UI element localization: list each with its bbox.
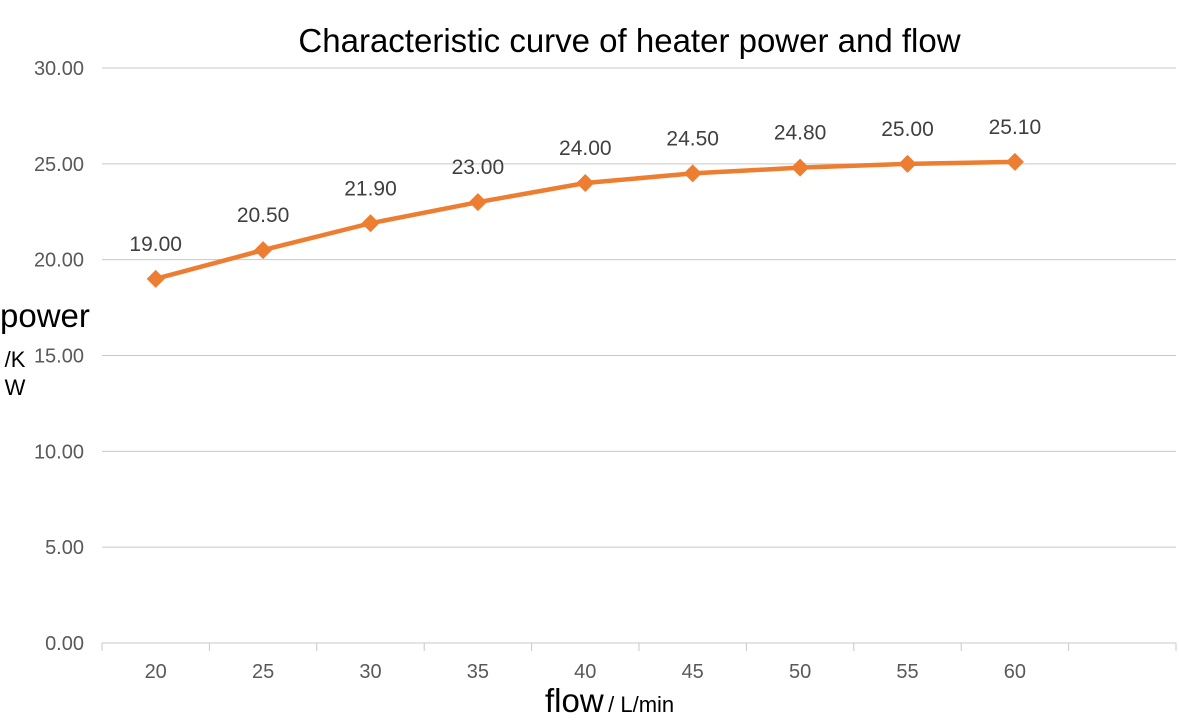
y-axis-label: power	[0, 297, 90, 334]
x-tick-label: 50	[789, 661, 811, 683]
data-label: 19.00	[129, 233, 182, 256]
x-tick-label: 45	[682, 661, 704, 683]
data-label: 24.80	[774, 122, 827, 145]
data-point	[361, 214, 380, 233]
data-point	[1005, 152, 1024, 171]
x-tick-label: 55	[896, 661, 918, 683]
data-point	[791, 158, 810, 177]
x-axis-label: flow	[545, 682, 604, 719]
data-label: 24.00	[559, 137, 612, 160]
x-axis-unit: / L/min	[608, 692, 675, 717]
x-tick-label: 35	[467, 661, 489, 683]
y-tick-label: 25.00	[34, 154, 84, 176]
gridlines	[101, 67, 1177, 651]
y-tick-label: 15.00	[34, 346, 84, 368]
x-tick-label: 30	[359, 661, 381, 683]
data-label: 25.00	[881, 118, 934, 141]
x-tick-label: 20	[145, 661, 167, 683]
y-tick-label: 0.00	[45, 633, 84, 655]
data-label: 23.00	[452, 156, 505, 179]
y-tick-labels: 0.00 5.00 10.00 15.00 20.00 25.00 30.00	[34, 58, 84, 655]
x-tick-label: 40	[574, 661, 596, 683]
x-tick-label: 60	[1004, 661, 1026, 683]
data-point	[254, 241, 273, 260]
y-axis-unit: /KW	[4, 347, 26, 400]
data-point	[898, 154, 917, 173]
y-tick-label: 30.00	[34, 58, 84, 80]
series-line	[146, 152, 1024, 288]
data-labels: 19.00 20.50 21.90 23.00 24.00 24.50 24.80 25.00…	[129, 116, 1041, 256]
chart-title: Characteristic curve of heater power and…	[298, 22, 961, 59]
x-tick-labels: 20 25 30 35 40 45 50 55 60	[145, 661, 1026, 683]
data-label: 24.50	[666, 127, 719, 150]
data-label: 21.90	[344, 177, 397, 200]
data-point	[146, 269, 165, 288]
x-tick-label: 25	[252, 661, 274, 683]
y-tick-label: 10.00	[34, 441, 84, 463]
data-label: 25.10	[989, 116, 1042, 139]
data-point	[683, 164, 702, 183]
data-point	[576, 174, 595, 192]
y-tick-label: 20.00	[34, 250, 84, 272]
data-point	[468, 193, 487, 212]
y-tick-label: 5.00	[45, 537, 84, 559]
data-label: 20.50	[237, 204, 290, 227]
x-axis-title: flow / L/min	[545, 682, 674, 720]
